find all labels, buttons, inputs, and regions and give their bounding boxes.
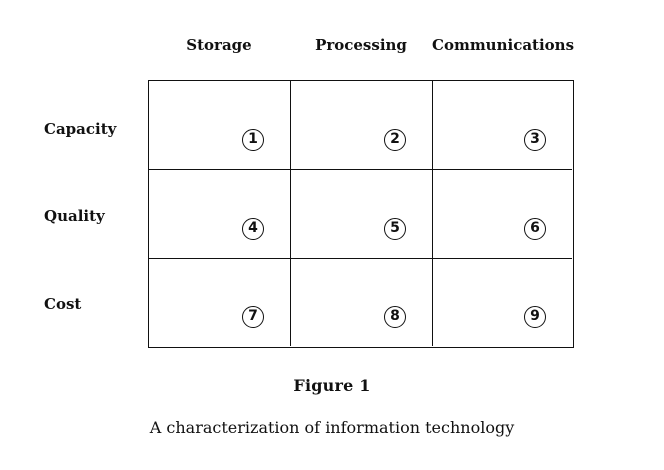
- matrix-cell: 7: [149, 259, 291, 346]
- circled-number: 9: [524, 306, 546, 328]
- matrix-cell: 4: [149, 170, 291, 259]
- circled-number: 3: [524, 129, 546, 151]
- matrix-cell: 8: [291, 259, 433, 346]
- figure-caption: A characterization of information techno…: [149, 418, 515, 437]
- matrix-cell: 3: [433, 81, 572, 170]
- column-header-storage: Storage: [186, 36, 252, 54]
- row-header-capacity: Capacity: [44, 120, 117, 138]
- column-header-processing: Processing: [315, 36, 407, 54]
- circled-number: 8: [384, 306, 406, 328]
- column-header-communications: Communications: [432, 36, 575, 54]
- circled-number: 6: [524, 218, 546, 240]
- matrix-cell: 1: [149, 81, 291, 170]
- circled-number: 7: [242, 306, 264, 328]
- matrix-cell: 5: [291, 170, 433, 259]
- matrix-cell: 6: [433, 170, 572, 259]
- circled-number: 4: [242, 218, 264, 240]
- matrix-cell: 2: [291, 81, 433, 170]
- matrix-cell: 9: [433, 259, 572, 346]
- row-header-quality: Quality: [44, 207, 105, 225]
- row-header-cost: Cost: [44, 295, 82, 313]
- figure-title: Figure 1: [293, 376, 371, 395]
- circled-number: 5: [384, 218, 406, 240]
- technology-matrix: 1 2 3 4 5 6 7 8 9: [148, 80, 574, 348]
- circled-number: 1: [242, 129, 264, 151]
- circled-number: 2: [384, 129, 406, 151]
